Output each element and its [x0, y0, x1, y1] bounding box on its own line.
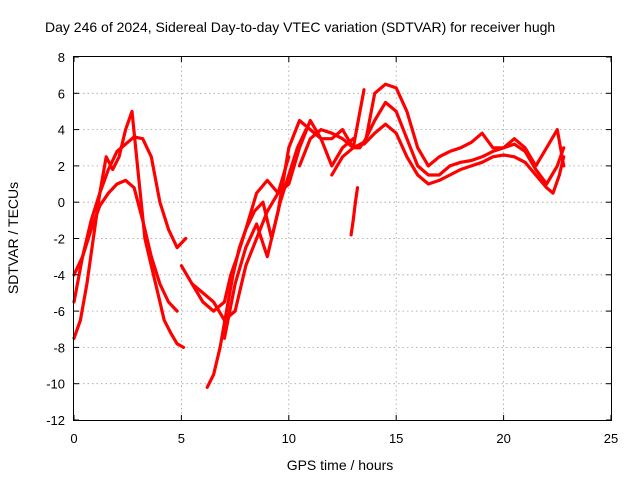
series-line-track-10 — [362, 122, 566, 195]
x-tick-label: 15 — [389, 431, 403, 446]
x-tick-label: 5 — [178, 431, 185, 446]
series-line-track-5 — [205, 128, 308, 389]
series-line-track-9 — [330, 100, 566, 186]
series-line-track-8 — [297, 82, 566, 168]
x-tick-label: 0 — [70, 431, 77, 446]
grid — [74, 57, 611, 420]
x-tick-label: 10 — [282, 431, 296, 446]
y-tick-label: 0 — [58, 195, 65, 210]
y-tick-label: -8 — [53, 340, 65, 355]
series-line-track-3 — [72, 178, 179, 313]
x-axis-label: GPS time / hours — [287, 457, 394, 473]
series-layer — [72, 82, 566, 389]
x-ticks: 0 5 10 15 20 25 — [70, 57, 618, 446]
y-ticks: -12 -10 -8 -6 -4 -2 0 2 4 6 8 — [46, 50, 611, 428]
y-tick-label: 2 — [58, 159, 65, 174]
series-line-track-11 — [349, 186, 360, 237]
y-tick-label: -4 — [53, 268, 65, 283]
y-tick-label: -10 — [46, 377, 65, 392]
plot-frame — [73, 56, 612, 421]
chart-title: Day 246 of 2024, Sidereal Day-to-day VTE… — [45, 19, 555, 35]
y-tick-label: 4 — [58, 123, 65, 138]
series-line-track-2 — [72, 135, 188, 304]
y-tick-label: -2 — [53, 232, 65, 247]
y-tick-label: 6 — [58, 86, 65, 101]
y-axis-label: SDTVAR / TECUs — [5, 182, 21, 294]
series-line-track-1 — [72, 109, 186, 349]
y-tick-label: -6 — [53, 304, 65, 319]
y-tick-label: 8 — [58, 50, 65, 65]
series-line-track-7 — [222, 88, 366, 340]
x-tick-label: 20 — [496, 431, 510, 446]
x-tick-label: 25 — [604, 431, 618, 446]
series-line-track-6 — [190, 118, 355, 322]
y-tick-label: -12 — [46, 413, 65, 428]
